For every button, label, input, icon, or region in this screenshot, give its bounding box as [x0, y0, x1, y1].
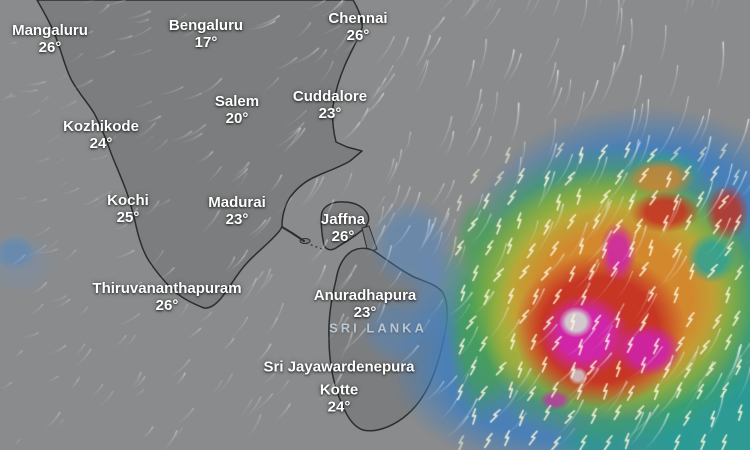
city-temp: 26°: [155, 297, 179, 314]
city-label-cuddalore[interactable]: Cuddalore 23°: [293, 88, 367, 122]
city-name: Anuradhapura: [313, 287, 417, 304]
city-temp: 26°: [38, 39, 62, 56]
city-name-line2: Kotte: [319, 381, 359, 399]
city-label-salem[interactable]: Salem 20°: [215, 93, 259, 127]
city-name: Madurai: [208, 194, 266, 211]
city-temp: 25°: [116, 209, 140, 226]
adams-bridge-shoals: [305, 242, 323, 250]
city-temp: 23°: [318, 105, 342, 122]
islet: [299, 238, 311, 244]
city-label-chennai[interactable]: Chennai 26°: [328, 10, 387, 44]
city-name: Kozhikode: [63, 118, 139, 135]
city-name: Chennai: [328, 10, 388, 27]
city-temp: 23°: [225, 211, 249, 228]
city-temp: 23°: [353, 304, 377, 321]
city-label-thiruvananthapuram[interactable]: Thiruvananthapuram 26°: [92, 280, 241, 314]
city-temp: 26°: [331, 228, 355, 245]
city-label-kochi[interactable]: Kochi 25°: [107, 192, 149, 226]
city-name: Cuddalore: [292, 88, 368, 105]
city-label-sri-jayawardenepura-kotte[interactable]: Sri Jayawardenepura Kotte 24°: [264, 359, 415, 416]
city-label-kozhikode[interactable]: Kozhikode 24°: [63, 118, 139, 152]
city-temp: 24°: [89, 135, 113, 152]
city-name: Jaffna: [320, 211, 366, 228]
city-name-line1: Sri Jayawardenepura: [263, 358, 415, 376]
city-label-madurai[interactable]: Madurai 23°: [208, 194, 266, 228]
city-name: Salem: [214, 93, 260, 110]
city-label-jaffna[interactable]: Jaffna 26°: [321, 211, 365, 245]
city-name: Bengaluru: [168, 17, 244, 34]
city-label-anuradhapura[interactable]: Anuradhapura 23°: [314, 287, 417, 321]
rameswaram-spit: [281, 226, 305, 242]
city-name: Mangaluru: [12, 22, 88, 39]
city-temp: 24°: [327, 398, 351, 416]
city-label-bengaluru[interactable]: Bengaluru 17°: [169, 17, 243, 51]
city-temp: 17°: [194, 34, 218, 51]
city-temp: 26°: [346, 27, 370, 44]
city-label-mangaluru[interactable]: Mangaluru 26°: [12, 22, 88, 56]
city-temp: 20°: [225, 110, 249, 127]
city-name: Thiruvananthapuram: [92, 280, 242, 297]
country-label-sri-lanka: SRI LANKA: [329, 320, 427, 336]
city-name: Kochi: [107, 192, 149, 209]
